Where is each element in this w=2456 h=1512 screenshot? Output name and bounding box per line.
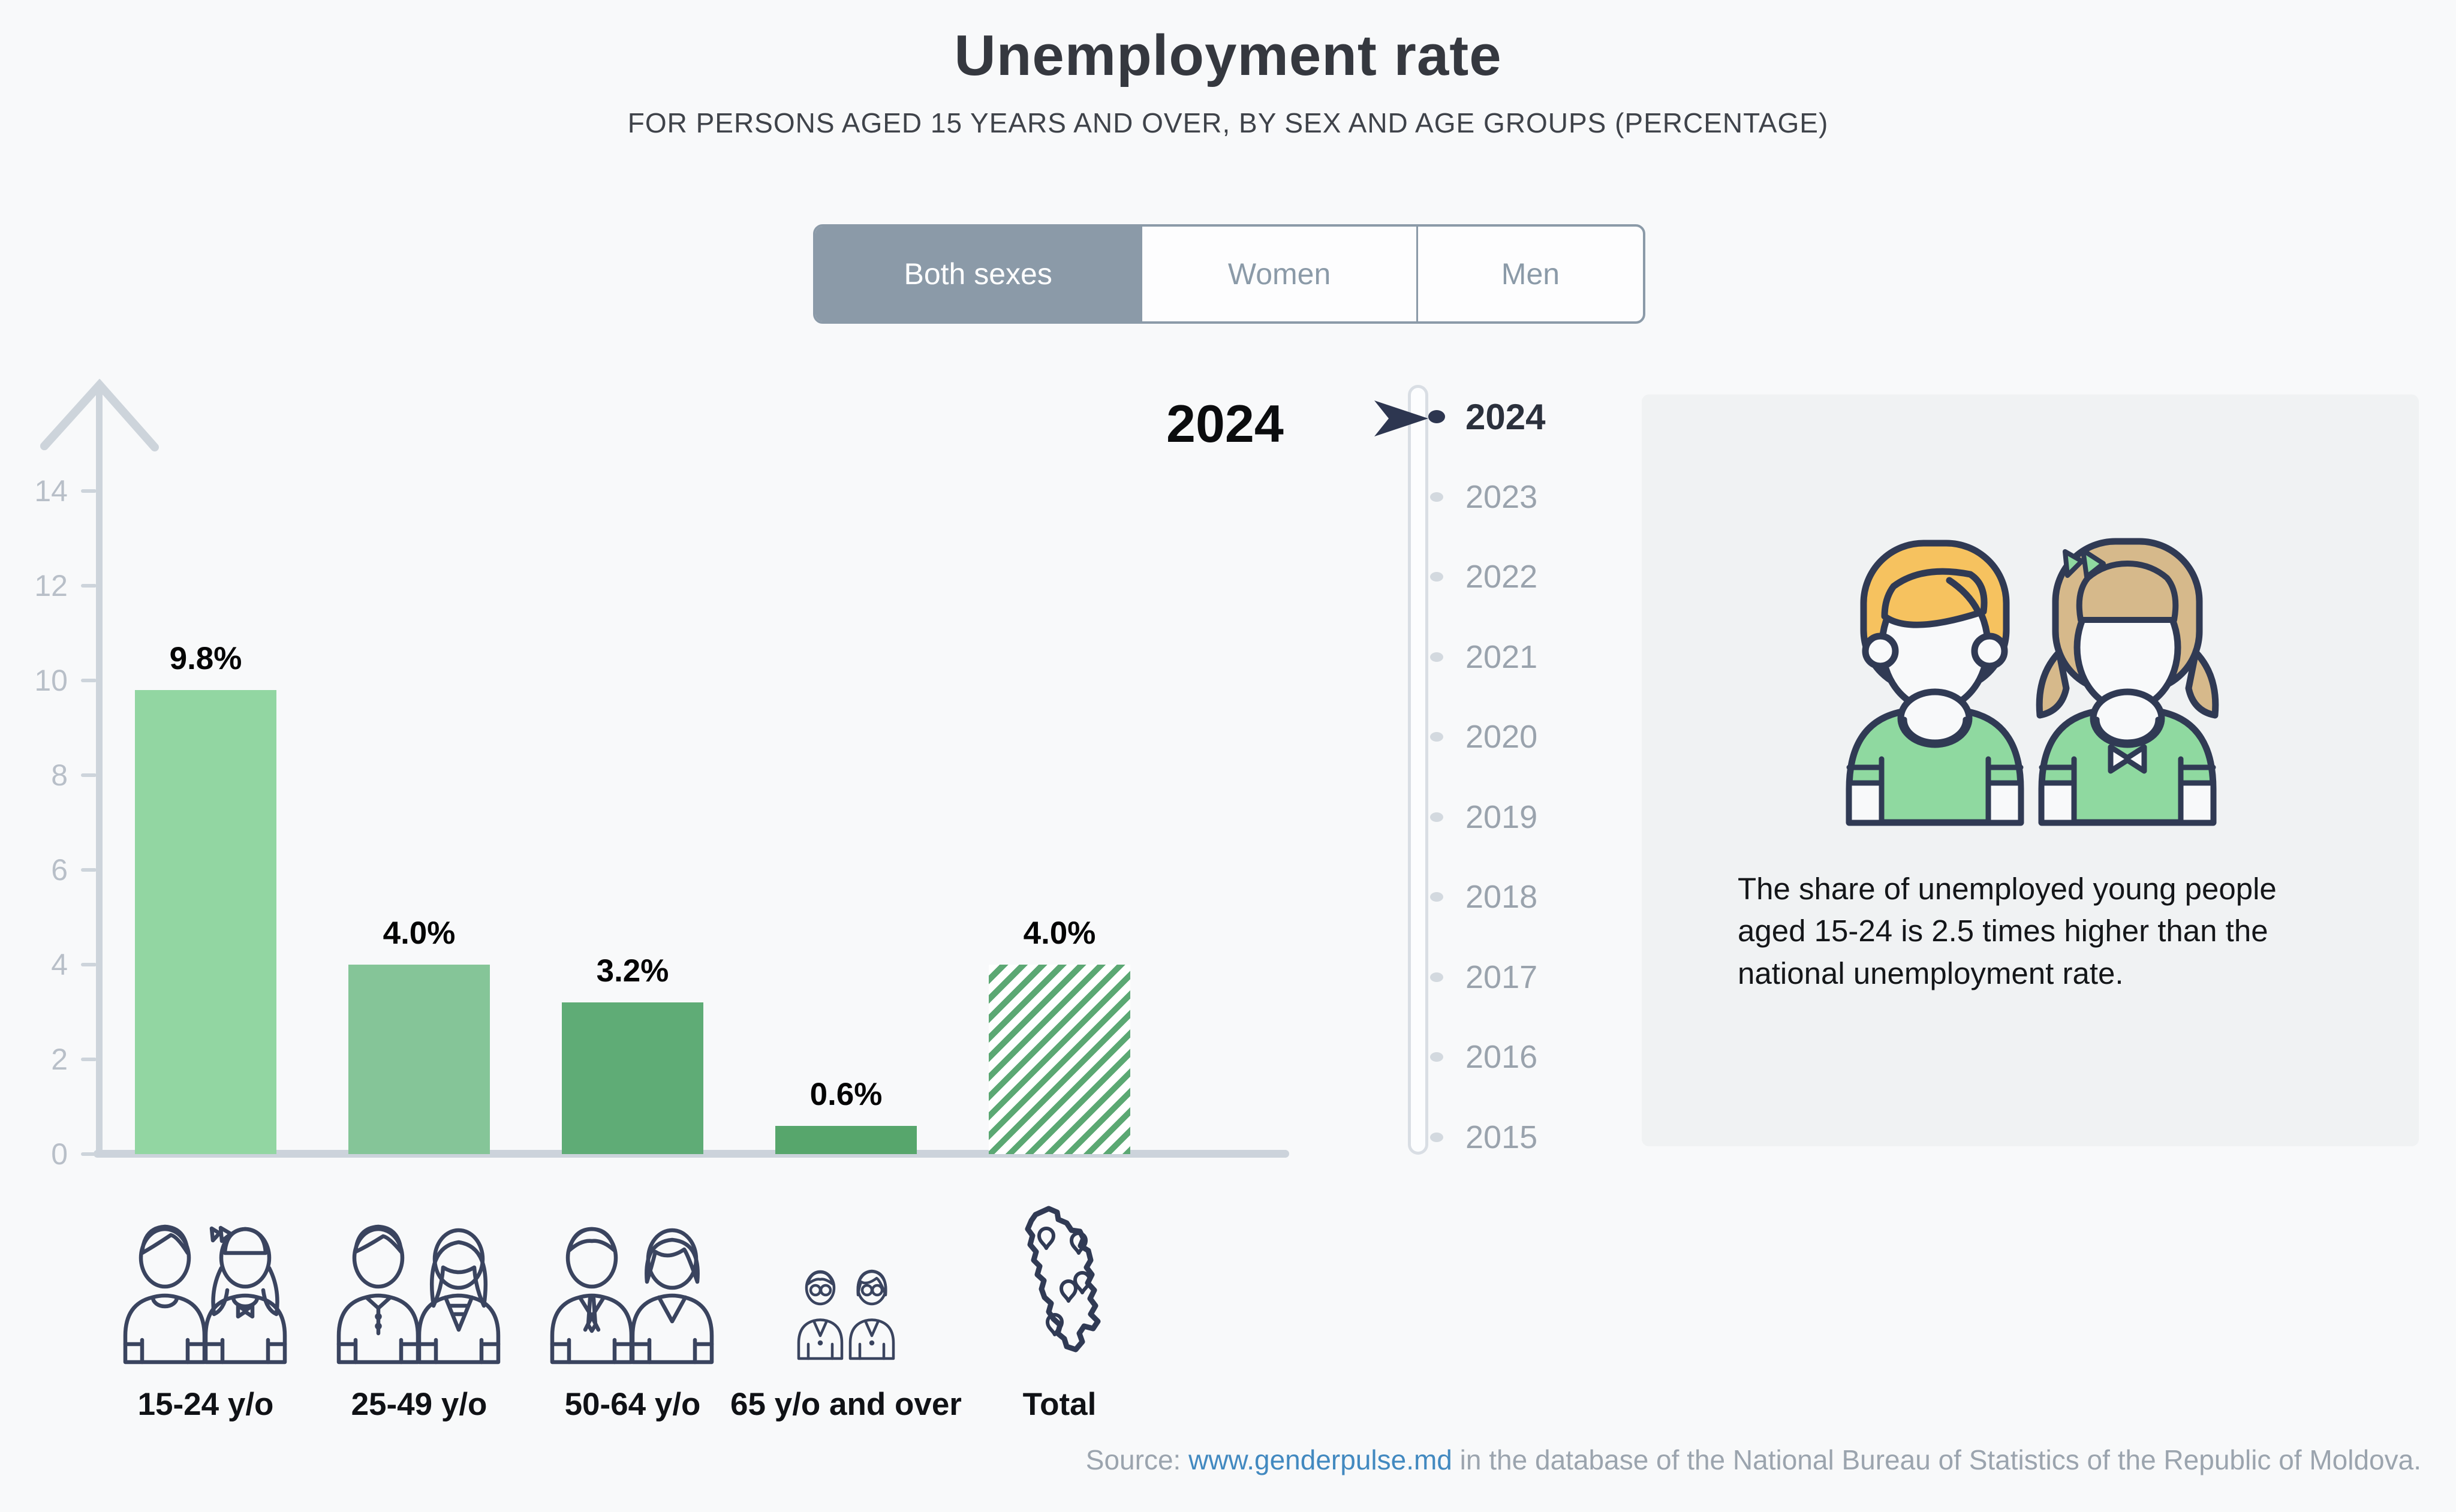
elderly-couple-icon	[797, 1269, 895, 1360]
adults-pair-icon	[336, 1224, 501, 1365]
year-dot	[1428, 652, 1445, 662]
bar[interactable]	[348, 965, 490, 1154]
source-prefix: Source:	[1085, 1444, 1189, 1475]
tab-women[interactable]: Women	[1140, 227, 1416, 321]
year-dot	[1428, 572, 1445, 582]
tab-men[interactable]: Men	[1416, 227, 1643, 321]
year-label: 2022	[1465, 559, 1538, 595]
sex-filter-tabs: Both sexes Women Men	[813, 224, 1645, 324]
year-label: 2016	[1465, 1039, 1538, 1076]
y-tick-dash	[81, 679, 97, 682]
y-tick-dash	[81, 1152, 97, 1156]
category-label: 65 y/o and over	[730, 1387, 962, 1422]
source-link[interactable]: www.genderpulse.md	[1188, 1444, 1452, 1475]
moldova-map-icon	[1025, 1206, 1101, 1353]
year-label: 2024	[1465, 396, 1546, 437]
year-item[interactable]: 2017	[1428, 956, 1545, 998]
y-tick-dash	[81, 868, 97, 872]
young-people-illustration-icon	[1846, 538, 2219, 826]
year-label: 2018	[1465, 879, 1538, 915]
bar[interactable]	[562, 1002, 703, 1154]
year-dot	[1428, 410, 1445, 423]
y-tick-dash	[81, 584, 97, 588]
y-tick-dash	[81, 1058, 97, 1061]
y-tick-label: 0	[51, 1137, 68, 1171]
year-label: 2020	[1465, 719, 1538, 755]
y-tick-label: 2	[51, 1043, 68, 1076]
bar-value-label: 3.2%	[596, 953, 669, 989]
y-tick-dash	[81, 963, 97, 966]
year-dot	[1428, 892, 1445, 902]
category-label: 25-49 y/o	[351, 1387, 487, 1422]
y-tick-label: 12	[34, 569, 68, 603]
y-tick-dash	[81, 489, 97, 493]
bar-column: 3.2%	[562, 491, 703, 1154]
year-item[interactable]: 2016	[1428, 1036, 1545, 1078]
year-timeline: 2024 2023 2022 2021 2020 2019 2018 2017 …	[1428, 396, 1545, 1158]
year-dot	[1428, 1132, 1445, 1142]
year-label: 2015	[1465, 1119, 1538, 1155]
y-tick-label: 14	[34, 474, 68, 508]
bar-column: 4.0%	[989, 491, 1130, 1154]
page-title: Unemployment rate	[954, 23, 1502, 88]
year-label: 2021	[1465, 638, 1538, 675]
bar[interactable]	[989, 965, 1130, 1154]
tab-both-sexes[interactable]: Both sexes	[815, 227, 1141, 321]
year-item[interactable]: 2024	[1428, 396, 1545, 438]
bar-column: 0.6%	[775, 491, 917, 1154]
info-text: The share of unemployed young people age…	[1738, 872, 2277, 990]
timeline-arrow-icon	[1374, 400, 1428, 436]
y-axis-arrow-icon	[40, 379, 159, 451]
year-dot	[1428, 492, 1445, 502]
bar[interactable]	[135, 689, 276, 1154]
y-tick-label: 10	[34, 664, 68, 697]
older-adults-pair-icon	[550, 1227, 714, 1365]
year-item[interactable]: 2023	[1428, 476, 1545, 518]
category-label: 50-64 y/o	[564, 1387, 701, 1422]
chart-year-label: 2024	[1166, 394, 1284, 453]
source-suffix: in the database of the National Bureau o…	[1452, 1444, 2421, 1475]
category-label: Total	[1022, 1387, 1097, 1422]
year-label: 2017	[1465, 959, 1538, 995]
bar[interactable]	[775, 1125, 917, 1154]
bar-column: 9.8%	[135, 491, 276, 1154]
y-tick-label: 6	[51, 853, 68, 887]
source-text: Source: www.genderpulse.md in the databa…	[1086, 1444, 2421, 1476]
year-dot	[1428, 972, 1445, 982]
y-tick-label: 4	[51, 948, 68, 981]
year-item[interactable]: 2018	[1428, 876, 1545, 918]
timeline-track[interactable]	[1408, 385, 1428, 1155]
plot-area: 0 2 4 6 8 10 12 14 9.8% 4.0% 3.2% 0.6% 4…	[34, 476, 1289, 1169]
bar-value-label: 4.0%	[383, 915, 456, 951]
year-dot	[1428, 812, 1445, 822]
year-item[interactable]: 2019	[1428, 796, 1545, 838]
year-dot	[1428, 732, 1445, 742]
year-item[interactable]: 2021	[1428, 636, 1545, 678]
y-tick-label: 8	[51, 758, 68, 792]
page-subtitle: FOR PERSONS AGED 15 YEARS AND OVER, BY S…	[627, 107, 1829, 138]
bar-value-label: 9.8%	[169, 640, 242, 676]
year-label: 2023	[1465, 478, 1538, 515]
year-dot	[1428, 1052, 1445, 1062]
category-label: 15-24 y/o	[137, 1387, 274, 1422]
year-label: 2019	[1465, 799, 1538, 835]
y-axis-line	[96, 388, 103, 1153]
bar-column: 4.0%	[348, 491, 490, 1154]
y-tick-dash	[81, 773, 97, 777]
bar-value-label: 0.6%	[809, 1076, 883, 1112]
year-item[interactable]: 2022	[1428, 556, 1545, 598]
young-people-pair-icon	[123, 1224, 287, 1365]
info-panel: The share of unemployed young people age…	[1642, 394, 2419, 1146]
year-item[interactable]: 2015	[1428, 1116, 1545, 1158]
bar-value-label: 4.0%	[1023, 915, 1096, 951]
year-item[interactable]: 2020	[1428, 716, 1545, 758]
